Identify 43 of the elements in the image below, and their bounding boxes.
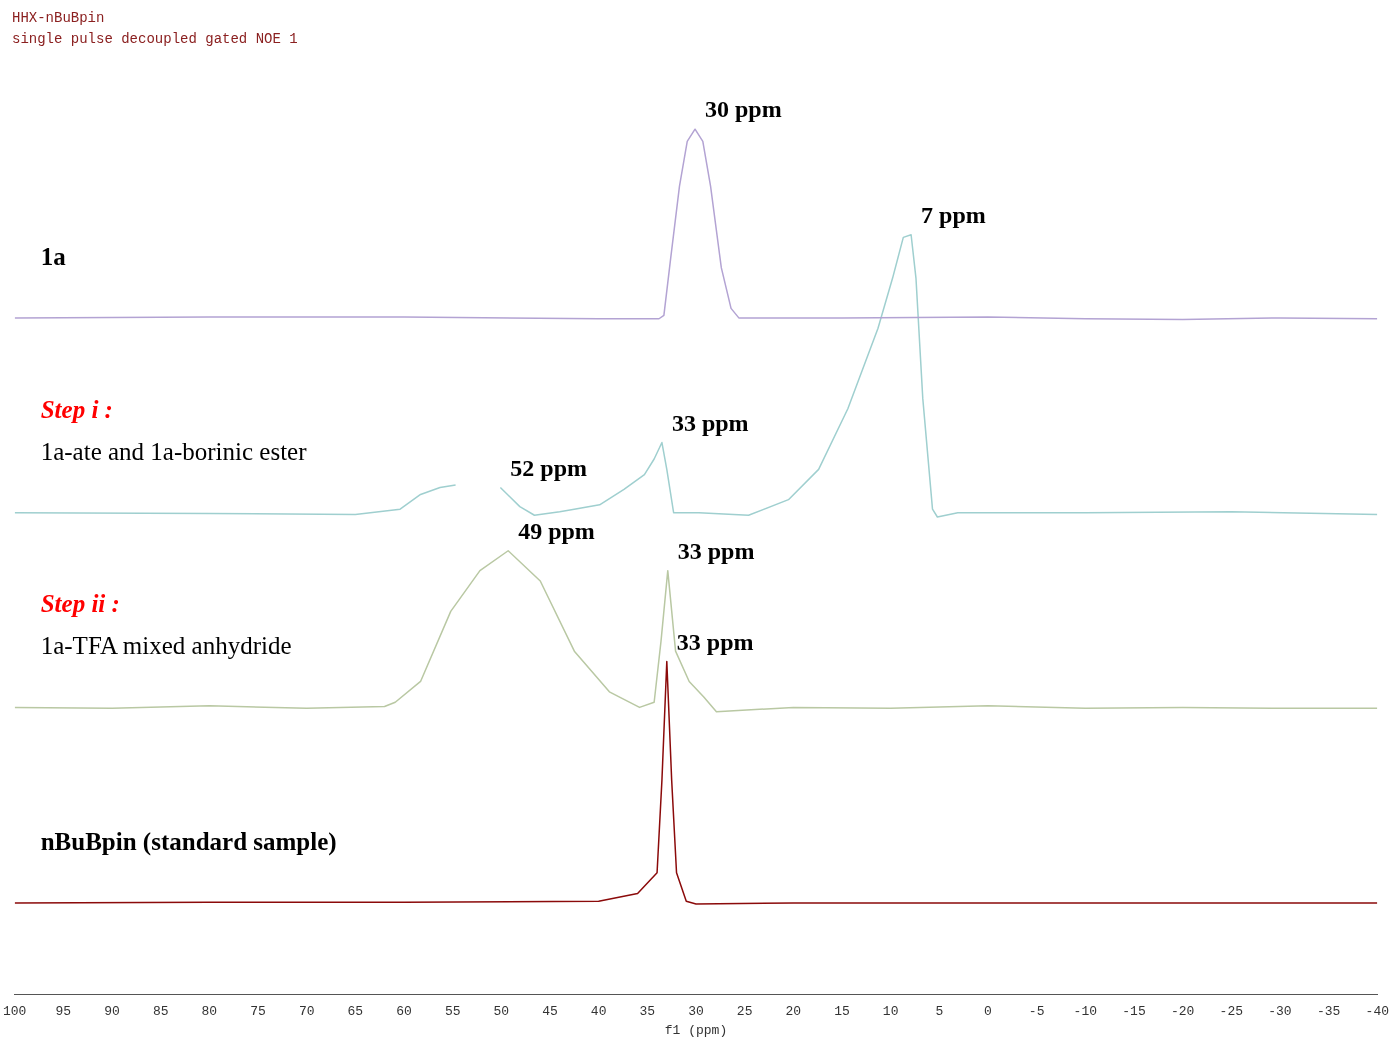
- series-label: 1a: [40, 242, 66, 270]
- annotation: 7 ppm: [921, 201, 986, 228]
- annotation: 33 ppm: [677, 537, 755, 564]
- x-tick-label: 20: [785, 1004, 802, 1020]
- annotation: 33 ppm: [671, 409, 749, 436]
- x-tick-label: 50: [493, 1004, 510, 1020]
- x-tick-label: 35: [639, 1004, 656, 1020]
- annotation: 30 ppm: [705, 96, 782, 123]
- x-tick-label: 70: [298, 1004, 315, 1020]
- x-tick-label: 25: [736, 1004, 753, 1020]
- x-tick-label: 80: [201, 1004, 218, 1020]
- x-tick-label: 0: [984, 1004, 992, 1020]
- x-tick-label: 85: [152, 1004, 169, 1020]
- annotation: 52 ppm: [510, 454, 588, 481]
- series-label: Step ii : 1a-TFA mixed anhydride: [40, 590, 292, 660]
- x-tick-label: 10: [882, 1004, 899, 1020]
- x-tick-label: 55: [444, 1004, 461, 1020]
- chart-subtitle: single pulse decoupled gated NOE 1: [12, 31, 298, 47]
- x-tick-label: 100: [3, 1004, 27, 1020]
- x-tick-label: 30: [688, 1004, 704, 1020]
- x-tick-label: -20: [1170, 1004, 1195, 1020]
- x-tick-label: 40: [590, 1004, 607, 1020]
- x-tick-label: 90: [104, 1004, 120, 1020]
- chart-title: HHX-nBuBpin: [12, 10, 105, 26]
- x-tick-label: -10: [1073, 1004, 1098, 1020]
- series-label: Step i : 1a-ate and 1a-borinic ester: [40, 395, 307, 465]
- x-tick-label: 60: [396, 1004, 412, 1020]
- x-tick-label: -40: [1365, 1004, 1389, 1020]
- x-tick-label: -25: [1219, 1004, 1244, 1020]
- x-tick-label: -35: [1316, 1004, 1341, 1020]
- x-tick-label: -15: [1122, 1004, 1146, 1020]
- x-tick-label: -30: [1268, 1004, 1292, 1020]
- annotation: 33 ppm: [676, 628, 754, 655]
- x-tick-label: -5: [1028, 1004, 1045, 1020]
- annotation: 49 ppm: [518, 517, 595, 544]
- series-label: nBuBpin (standard sample): [40, 828, 337, 856]
- x-tick-label: 65: [347, 1004, 364, 1020]
- x-tick-label: 45: [542, 1004, 558, 1020]
- x-axis-title: f1 (ppm): [664, 1022, 728, 1038]
- x-tick-label: 15: [834, 1004, 850, 1020]
- x-tick-label: 5: [935, 1004, 944, 1020]
- x-tick-label: 95: [55, 1004, 72, 1020]
- x-tick-label: 75: [250, 1004, 266, 1020]
